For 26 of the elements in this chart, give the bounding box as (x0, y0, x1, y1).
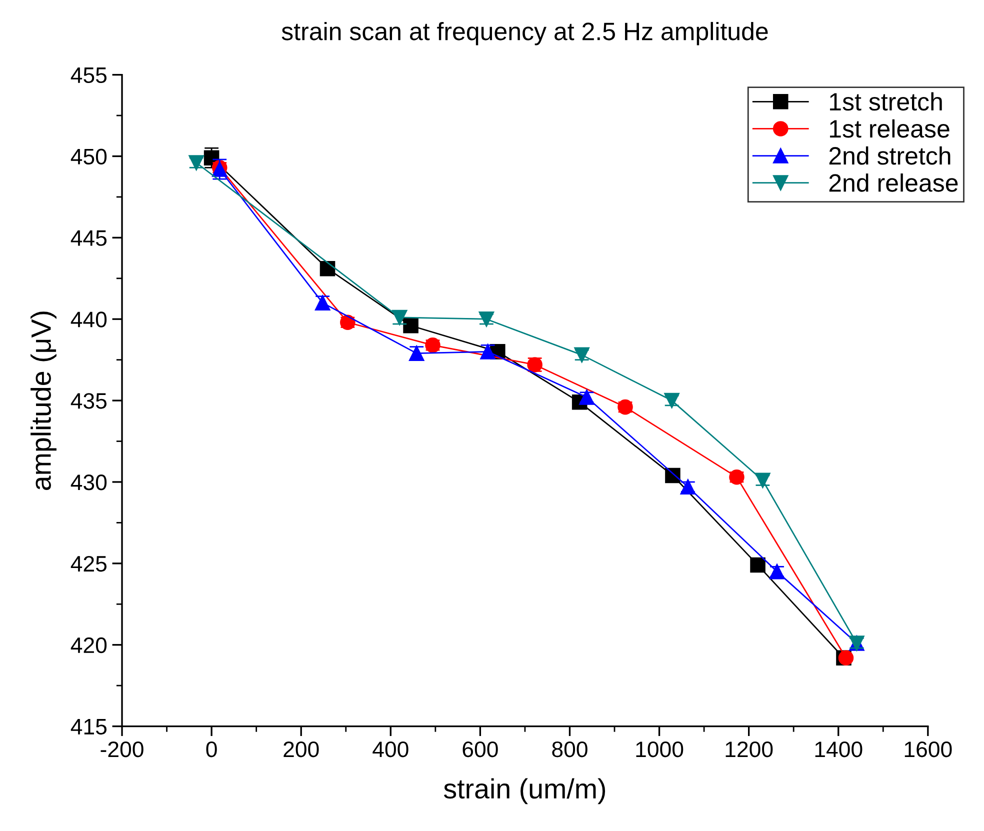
x-tick-label: 200 (284, 741, 319, 758)
legend-label: 1st release (830, 119, 950, 138)
y-axis-title: amplitude (μV) (30, 312, 56, 490)
legend-label: 2nd stretch (829, 146, 950, 165)
y-tick-label: 440 (70, 312, 107, 328)
y-tick-label: 415 (70, 719, 107, 735)
x-tick-label: 400 (372, 741, 408, 758)
x-tick-label: 1600 (904, 741, 952, 758)
x-tick-label: 0 (206, 741, 217, 758)
y-tick-label: 420 (70, 637, 107, 654)
legend-label: 1st stretch (830, 92, 942, 111)
x-axis-title: strain (um/m) (444, 778, 606, 804)
x-tick-label: 1000 (636, 741, 684, 758)
chart-title: strain scan at frequency at 2.5 Hz amplitude (282, 22, 768, 46)
x-tick-label: 800 (552, 741, 588, 758)
y-tick-label: 450 (70, 148, 107, 164)
x-tick-label: 600 (462, 741, 498, 758)
y-tick-label: 435 (70, 393, 107, 409)
y-tick-label: 430 (70, 474, 107, 490)
x-tick-label: 1400 (815, 741, 862, 758)
legend-label: 2nd release (829, 173, 958, 192)
y-tick-label: 445 (70, 230, 107, 246)
y-tick-label: 425 (70, 556, 107, 572)
y-tick-label: 455 (70, 68, 107, 84)
x-tick-label: 1200 (726, 741, 773, 758)
x-tick-label: -200 (100, 741, 144, 758)
